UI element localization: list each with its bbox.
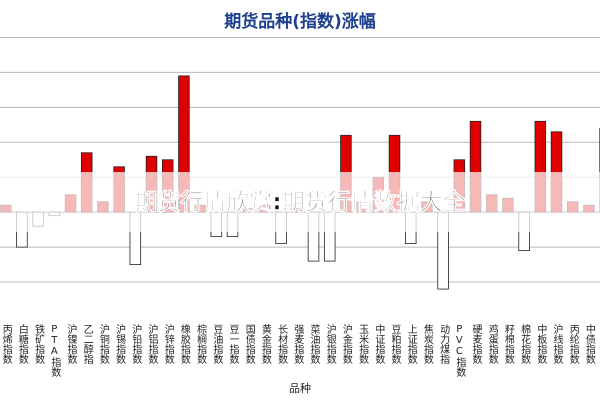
x-tick-label: 沪镍指数 [65, 323, 77, 365]
x-tick-label: 棉花指数 [519, 323, 531, 365]
x-tick-label: 长材指数 [276, 324, 288, 365]
x-tick-label: 中债指数 [583, 323, 595, 365]
x-tick-label: 棕榈指数 [195, 323, 207, 365]
x-tick-label: 沪铅指数 [130, 323, 142, 365]
x-tick-label: 白糖指数 [16, 323, 28, 365]
x-tick-label: 硬麦指数 [470, 324, 482, 365]
x-tick-label: 上证指数 [405, 324, 417, 365]
x-tick-label: 丙纶指数 [567, 324, 579, 365]
x-tick-label: 沪铜指数 [97, 323, 109, 365]
x-tick-label: 焦炭指数 [421, 323, 433, 365]
x-tick-label: 铁矿指数 [33, 323, 45, 365]
x-tick-label: 菜油指数 [308, 324, 320, 365]
x-tick-label: 沪银指数 [324, 323, 336, 365]
x-axis-label: 品种 [289, 381, 311, 395]
chart-title: 期货品种(指数)涨幅 [224, 11, 376, 32]
x-tick-label: 乙二醇指 [81, 324, 93, 365]
x-tick-label: 丙烯指数 [0, 324, 12, 365]
x-tick-label: 动力煤指 [438, 324, 450, 365]
x-tick-label: 沪金指数 [340, 323, 352, 365]
x-tick-label: 鸡蛋指数 [486, 323, 498, 365]
banner-text: 期货行情欣赏:期货行情数据大全 [134, 189, 466, 216]
x-tick-label: 玉米指数 [357, 324, 369, 365]
x-tick-label: 豆粕指数 [389, 324, 401, 365]
banner-band [0, 172, 600, 232]
x-tick-label: PTA指数 [49, 324, 61, 378]
x-tick-label: 豆油指数 [211, 324, 223, 365]
x-tick-label: 沪铝指数 [146, 323, 158, 365]
x-tick-label: 中板指数 [535, 323, 547, 365]
x-tick-label: 豆一指数 [227, 324, 239, 365]
x-tick-label: PVC指数 [454, 324, 466, 378]
x-tick-label: 沪锌指数 [162, 323, 174, 365]
x-tick-label: 籽棉指数 [502, 324, 514, 365]
x-tick-label: 橡胶指数 [178, 323, 190, 365]
x-tick-label: 黄金指数 [259, 323, 271, 365]
x-tick-label: 强麦指数 [292, 324, 304, 365]
x-tick-label: 沪锡指数 [114, 323, 126, 365]
x-tick-label: 国债指数 [243, 324, 255, 365]
x-tick-label: 沪线指数 [551, 323, 563, 365]
x-tick-label: 中证指数 [373, 323, 385, 365]
